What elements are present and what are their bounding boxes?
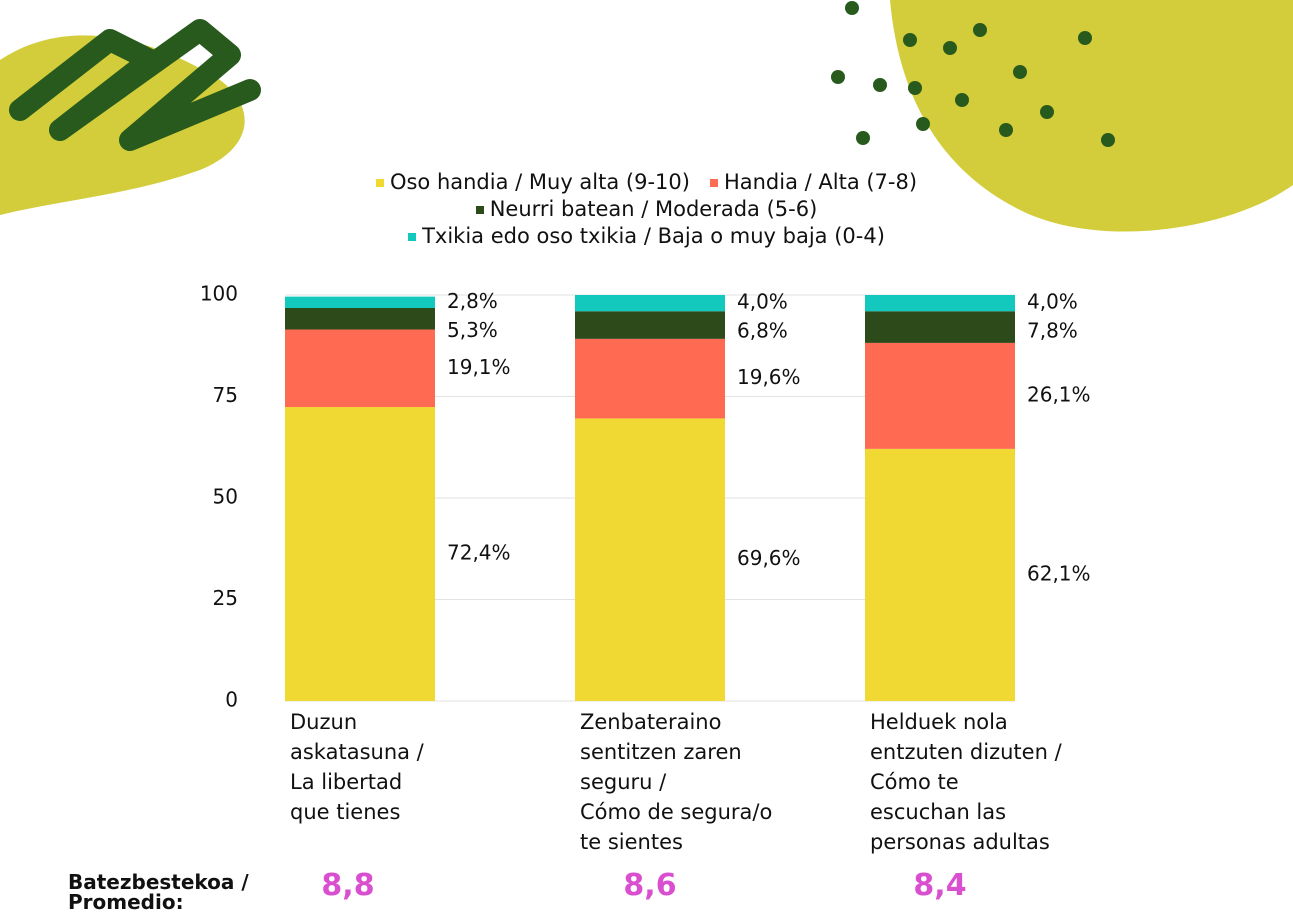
average-value: 8,4	[913, 868, 967, 903]
bar-segment	[575, 311, 725, 339]
data-label: 6,8%	[737, 319, 788, 343]
data-label: 19,6%	[737, 365, 801, 389]
y-tick-label: 50	[213, 485, 238, 509]
x-tick-label: Helduek nola entzuten dizuten / Cómo te …	[870, 710, 1062, 854]
y-tick-label: 25	[213, 586, 238, 610]
legend-item: Neurri batean / Moderada (5-6)	[475, 197, 818, 221]
y-tick-label: 75	[213, 383, 238, 407]
data-label: 19,1%	[447, 355, 511, 379]
legend-item: Oso handia / Muy alta (9-10)	[375, 170, 690, 194]
data-label: 2,8%	[447, 289, 498, 313]
y-tick-label: 100	[200, 282, 238, 306]
legend-swatch	[475, 206, 484, 214]
data-label: 69,6%	[737, 546, 801, 570]
y-tick-label: 0	[225, 688, 238, 712]
legend-swatch	[375, 179, 384, 187]
bar-segment	[285, 329, 435, 408]
bar-segment	[285, 296, 435, 308]
legend-swatch	[408, 233, 417, 241]
bar-segment	[865, 311, 1015, 343]
bar-segment	[285, 407, 435, 701]
x-tick-label: Duzun askatasuna / La libertad que tiene…	[290, 710, 424, 824]
legend-item: Txikia edo oso txikia / Baja o muy baja …	[408, 224, 885, 248]
legend-row: Oso handia / Muy alta (9-10) Handia / Alt…	[0, 170, 1293, 194]
bar-segment	[575, 295, 725, 312]
bar-segment	[865, 342, 1015, 449]
legend-label: Oso handia / Muy alta (9-10)	[389, 170, 690, 194]
legend-label: Neurri batean / Moderada (5-6)	[489, 197, 818, 221]
data-label: 72,4%	[447, 541, 511, 565]
bar-segment	[575, 418, 725, 701]
average-value: 8,8	[321, 868, 375, 903]
legend-item: Handia / Alta (7-8)	[709, 170, 918, 194]
data-label: 26,1%	[1027, 382, 1091, 406]
average-value: 8,6	[623, 868, 677, 903]
bar-segment	[285, 307, 435, 330]
bar-segment	[865, 295, 1015, 312]
legend-label: Txikia edo oso txikia / Baja o muy baja …	[422, 224, 885, 248]
data-label: 62,1%	[1027, 561, 1091, 585]
legend-label: Handia / Alta (7-8)	[723, 170, 918, 194]
legend-swatch	[709, 179, 718, 187]
bar-segment	[865, 448, 1015, 701]
averages-label: Batezbestekoa / Promedio:	[68, 870, 249, 914]
decoration	[0, 0, 1293, 232]
data-label: 4,0%	[737, 290, 788, 314]
bar-segment	[575, 338, 725, 419]
legend-row: Neurri batean / Moderada (5-6)	[0, 197, 1293, 221]
data-label: 7,8%	[1027, 319, 1078, 343]
data-label: 5,3%	[447, 318, 498, 342]
data-label: 4,0%	[1027, 290, 1078, 314]
x-tick-label: Zenbateraino sentitzen zaren seguru / Có…	[580, 710, 773, 854]
legend-row: Txikia edo oso txikia / Baja o muy baja …	[0, 224, 1293, 248]
